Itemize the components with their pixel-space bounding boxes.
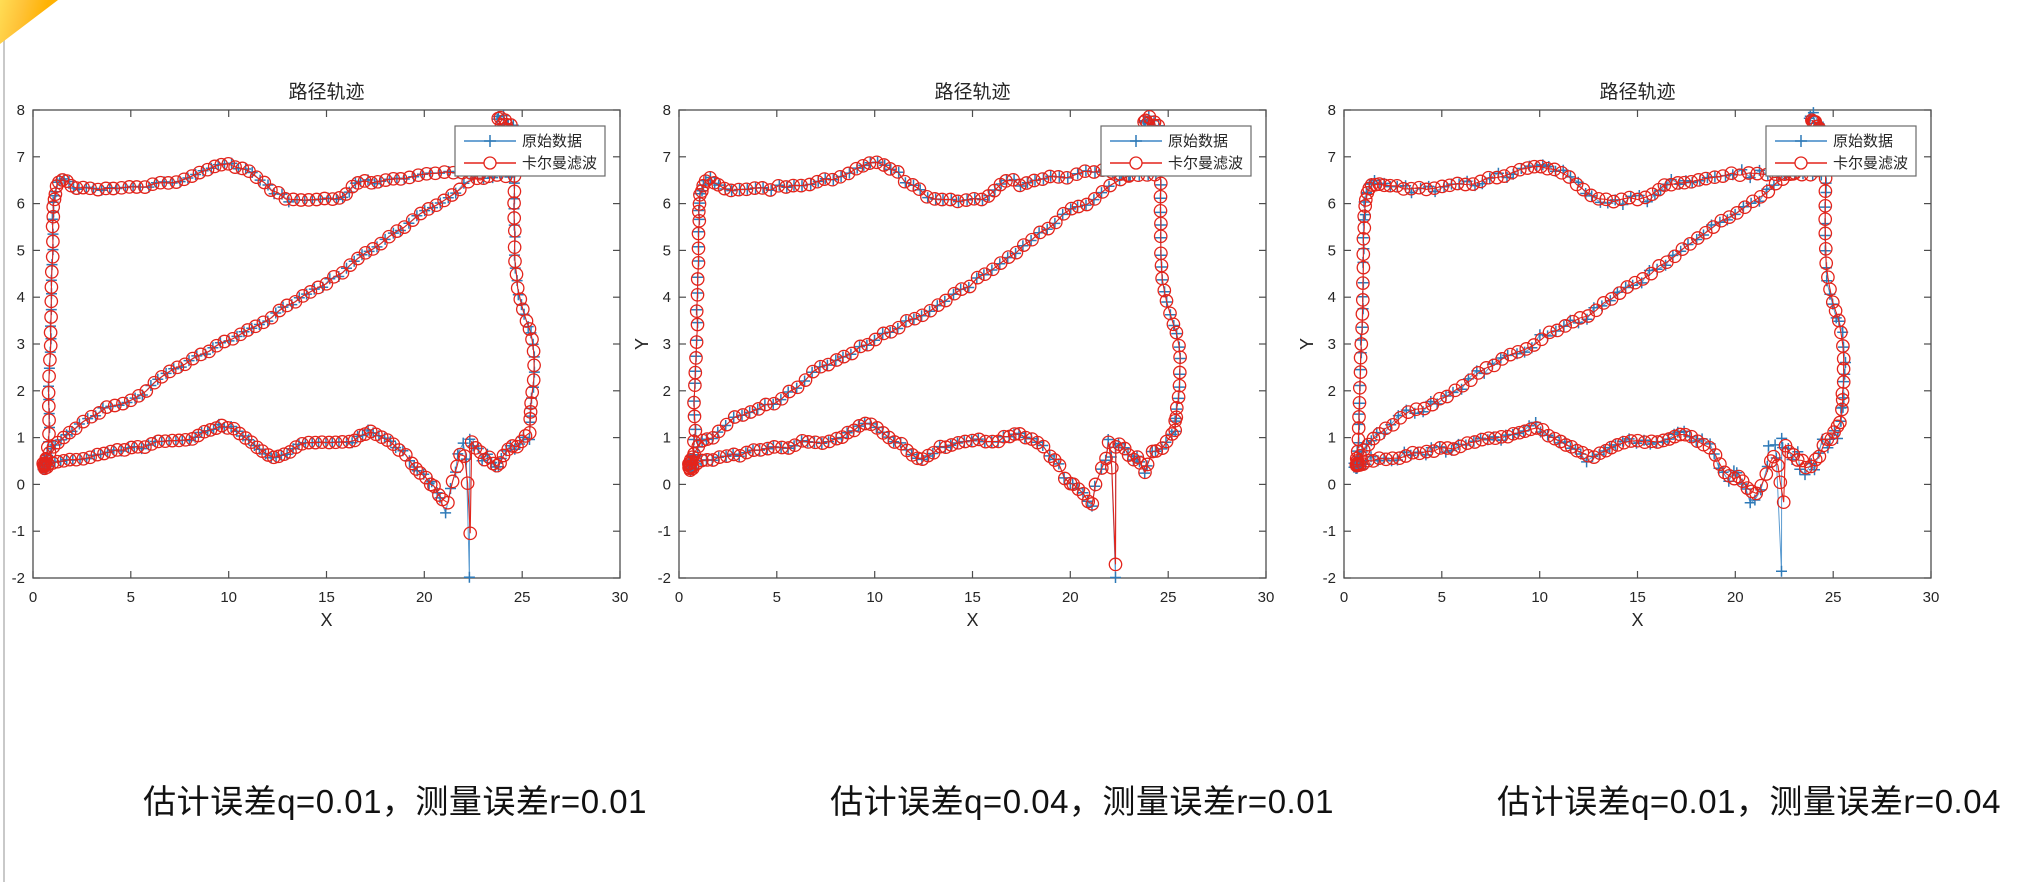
y-tick-label: 3 [1328, 336, 1336, 353]
original-data-markers [683, 110, 1186, 583]
y-tick-label: 4 [1328, 289, 1336, 306]
y-tick-label: 0 [17, 476, 25, 493]
y-tick-label: 8 [17, 102, 25, 119]
legend-label: 卡尔曼滤波 [1168, 155, 1243, 172]
plot-title: 路径轨迹 [1599, 81, 1675, 103]
kalman-line [1355, 119, 1845, 503]
legend-label: 卡尔曼滤波 [522, 155, 597, 172]
y-tick-label: -2 [658, 570, 671, 587]
y-tick-label: 8 [1328, 102, 1336, 119]
y-tick-label: 1 [1328, 430, 1336, 447]
x-tick-label: 20 [1062, 589, 1079, 606]
legend-circle-icon [483, 156, 497, 170]
plot-title: 路径轨迹 [288, 81, 364, 103]
x-axis-label: X [1631, 610, 1643, 630]
legend-label: 原始数据 [1168, 133, 1228, 150]
x-tick-label: 30 [1923, 589, 1940, 606]
plot-title: 路径轨迹 [934, 81, 1010, 103]
y-tick-label: -2 [12, 570, 25, 587]
x-tick-label: 20 [1727, 589, 1744, 606]
x-tick-label: 5 [1438, 589, 1446, 606]
y-tick-label: 6 [17, 196, 25, 213]
y-tick-label: -2 [1323, 570, 1336, 587]
x-tick-label: 0 [675, 589, 683, 606]
legend-circle-icon [1794, 156, 1808, 170]
y-tick-label: 5 [1328, 242, 1336, 259]
plot-caption-3: 估计误差q=0.01，测量误差r=0.04 [1497, 783, 2001, 820]
y-tick-label: 8 [663, 102, 671, 119]
x-tick-label: 30 [1258, 589, 1275, 606]
legend-box [1765, 125, 1917, 177]
y-tick-label: 7 [1328, 149, 1336, 166]
original-data-markers [36, 110, 540, 583]
y-tick-label: 0 [1328, 476, 1336, 493]
y-tick-label: 1 [663, 430, 671, 447]
legend-label: 原始数据 [1833, 133, 1893, 150]
y-tick-label: 5 [17, 242, 25, 259]
y-axis-label: Y [634, 338, 652, 350]
y-tick-label: -1 [12, 523, 25, 540]
x-axis-label: X [966, 610, 978, 630]
kalman-markers [682, 109, 1187, 572]
y-tick-label: 0 [663, 476, 671, 493]
y-axis-label: Y [1299, 338, 1317, 350]
legend-plus-icon [1795, 135, 1807, 147]
x-tick-label: 5 [127, 589, 135, 606]
y-tick-label: 7 [17, 149, 25, 166]
x-tick-label: 15 [1629, 589, 1646, 606]
legend-plus-icon [1130, 135, 1142, 147]
y-tick-label: 2 [17, 383, 25, 400]
x-tick-label: 10 [1531, 589, 1548, 606]
kalman-markers [36, 110, 541, 541]
y-tick-label: 6 [663, 196, 671, 213]
x-tick-label: 0 [1340, 589, 1348, 606]
y-tick-label: -1 [658, 523, 671, 540]
corner-triangle-decoration [0, 0, 58, 44]
legend-circle-icon [1129, 156, 1143, 170]
y-tick-label: 1 [17, 430, 25, 447]
plot-caption-1: 估计误差q=0.01，测量误差r=0.01 [143, 783, 647, 820]
y-tick-label: 4 [663, 289, 671, 306]
slide-edge-line [3, 0, 5, 882]
legend-plus-icon [484, 135, 496, 147]
x-tick-label: 20 [416, 589, 433, 606]
x-axis-label: X [320, 610, 332, 630]
plot-caption-2: 估计误差q=0.04，测量误差r=0.01 [830, 783, 1334, 820]
y-tick-label: 7 [663, 149, 671, 166]
legend-box [454, 125, 606, 177]
x-tick-label: 25 [1825, 589, 1842, 606]
y-tick-label: 5 [663, 242, 671, 259]
x-tick-label: 15 [964, 589, 981, 606]
x-tick-label: 5 [773, 589, 781, 606]
axes-box [678, 109, 1267, 579]
x-tick-label: 10 [866, 589, 883, 606]
x-tick-label: 10 [220, 589, 237, 606]
y-tick-label: 6 [1328, 196, 1336, 213]
x-tick-label: 0 [29, 589, 37, 606]
y-tick-label: 2 [663, 383, 671, 400]
y-tick-label: -1 [1323, 523, 1336, 540]
y-tick-label: 3 [17, 336, 25, 353]
x-tick-label: 15 [318, 589, 335, 606]
legend-label: 卡尔曼滤波 [1833, 155, 1908, 172]
y-tick-label: 3 [663, 336, 671, 353]
y-tick-label: 4 [17, 289, 25, 306]
x-tick-label: 25 [1160, 589, 1177, 606]
x-tick-label: 25 [514, 589, 531, 606]
x-tick-label: 30 [612, 589, 629, 606]
y-tick-label: 2 [1328, 383, 1336, 400]
legend-label: 原始数据 [522, 133, 582, 150]
original-data-line [1353, 111, 1847, 572]
legend-box [1100, 125, 1252, 177]
